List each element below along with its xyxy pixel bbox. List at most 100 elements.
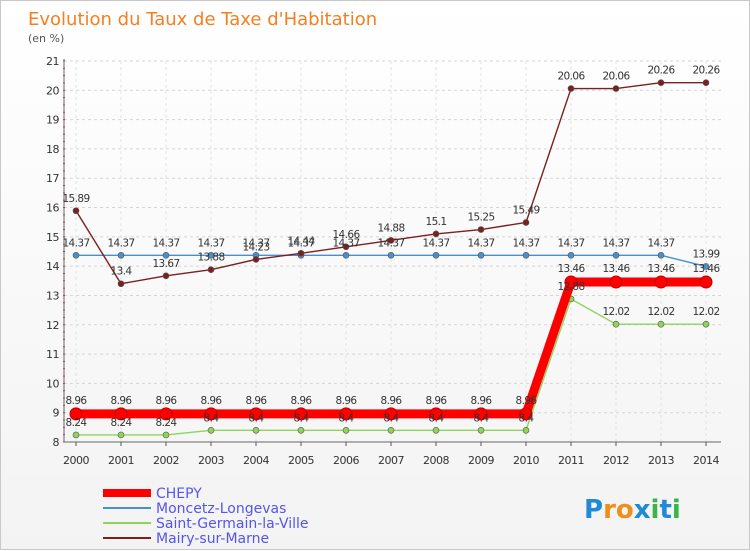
- data-point: [567, 252, 575, 259]
- legend-label: Saint-Germain-la-Ville: [156, 516, 309, 532]
- data-point: [522, 426, 530, 434]
- data-label: 8.96: [291, 395, 313, 407]
- proxiti-logo: Proxiti: [584, 495, 681, 525]
- data-label: 13.67: [152, 258, 179, 270]
- data-point: [207, 266, 215, 273]
- data-label: 15.49: [512, 204, 539, 216]
- chart-subtitle: (en %): [28, 32, 64, 45]
- data-label: 14.37: [242, 237, 269, 249]
- data-point: [72, 207, 80, 215]
- data-label: 14.37: [62, 237, 89, 249]
- x-tick-label: 2014: [693, 454, 719, 467]
- data-point: [207, 252, 215, 259]
- data-point: [702, 79, 710, 86]
- y-tick-label: 11: [46, 348, 59, 361]
- data-label: 8.96: [516, 395, 538, 407]
- legend: CHEPYMoncetz-LongevasSaint-Germain-la-Vi…: [103, 486, 309, 547]
- data-label: 14.88: [377, 222, 404, 234]
- data-label: 8.4: [474, 412, 490, 424]
- data-point: [159, 407, 173, 421]
- data-point: [387, 252, 395, 259]
- data-point: [249, 407, 263, 421]
- data-point: [432, 426, 440, 434]
- data-point: [297, 249, 305, 257]
- data-point: [117, 280, 125, 288]
- data-label: 14.66: [332, 229, 360, 241]
- data-label: 14.37: [107, 237, 134, 249]
- data-point: [522, 252, 530, 259]
- data-label: 20.06: [557, 71, 585, 83]
- data-label: 8.4: [249, 412, 265, 424]
- logo-letter: t: [659, 495, 671, 525]
- data-label: 14.23: [242, 241, 269, 253]
- data-point: [339, 407, 353, 421]
- x-tick-label: 2006: [333, 454, 359, 467]
- data-point: [477, 426, 485, 434]
- logo-letter: i: [651, 495, 660, 525]
- legend-label: Mairy-sur-Marne: [156, 531, 269, 547]
- data-label: 15.25: [467, 212, 494, 224]
- x-tick-label: 2010: [513, 454, 539, 467]
- x-tick-label: 2009: [468, 454, 494, 467]
- data-point: [432, 230, 440, 238]
- data-point: [252, 426, 260, 434]
- y-tick-label: 16: [46, 202, 59, 215]
- y-tick-label: 9: [53, 407, 60, 420]
- data-point: [117, 252, 125, 259]
- data-point: [207, 426, 215, 434]
- data-label: 14.37: [647, 237, 674, 249]
- x-tick-label: 2008: [423, 454, 449, 467]
- data-label: 8.96: [156, 395, 178, 407]
- data-point: [69, 407, 83, 421]
- series-layer: [69, 79, 713, 439]
- data-label: 8.4: [204, 412, 220, 424]
- data-label: 8.4: [519, 412, 535, 424]
- data-label: 8.24: [111, 417, 133, 429]
- data-point: [612, 252, 620, 259]
- data-label: 8.96: [381, 395, 403, 407]
- data-label: 14.37: [512, 237, 539, 249]
- x-tick-label: 2004: [243, 454, 269, 467]
- data-point: [162, 252, 170, 259]
- y-tick-label: 8: [53, 436, 60, 449]
- data-point: [474, 407, 488, 421]
- data-label: 15.1: [426, 216, 447, 228]
- data-point: [702, 320, 710, 328]
- y-tick-label: 10: [46, 377, 59, 390]
- x-tick-label: 2001: [108, 454, 134, 467]
- logo-letter: x: [634, 495, 651, 525]
- data-label: 14.37: [602, 237, 629, 249]
- data-point: [342, 243, 350, 251]
- data-label: 8.96: [426, 395, 448, 407]
- data-point: [204, 407, 218, 421]
- data-label: 8.4: [384, 412, 400, 424]
- data-point: [657, 252, 665, 259]
- logo-letter: r: [603, 495, 616, 525]
- x-tick-label: 2012: [603, 454, 629, 467]
- data-label: 13.88: [197, 252, 224, 264]
- data-point: [162, 431, 170, 439]
- data-label: 12.02: [692, 306, 719, 318]
- x-tick-label: 2011: [558, 454, 584, 467]
- data-point: [72, 431, 80, 439]
- y-tick-label: 12: [46, 319, 59, 332]
- data-label: 12.88: [557, 281, 584, 293]
- legend-label: Moncetz-Longevas: [156, 501, 286, 517]
- y-tick-label: 20: [46, 84, 59, 97]
- logo-letter: i: [672, 495, 681, 525]
- y-tick-label: 21: [46, 55, 59, 68]
- data-point: [387, 237, 395, 244]
- chart-title: Evolution du Taux de Taxe d'Habitation: [28, 9, 377, 30]
- logo-letter: o: [616, 495, 634, 525]
- logo-letter: P: [584, 495, 603, 525]
- data-label: 8.4: [429, 412, 445, 424]
- y-tick-label: 19: [46, 114, 59, 127]
- data-point: [384, 407, 398, 421]
- data-label: 20.26: [647, 65, 675, 77]
- data-label: 14.37: [152, 237, 179, 249]
- data-label: 13.46: [602, 263, 630, 275]
- data-point: [342, 426, 350, 434]
- logo-wordmark: Proxiti: [584, 495, 681, 525]
- data-point: [72, 252, 80, 259]
